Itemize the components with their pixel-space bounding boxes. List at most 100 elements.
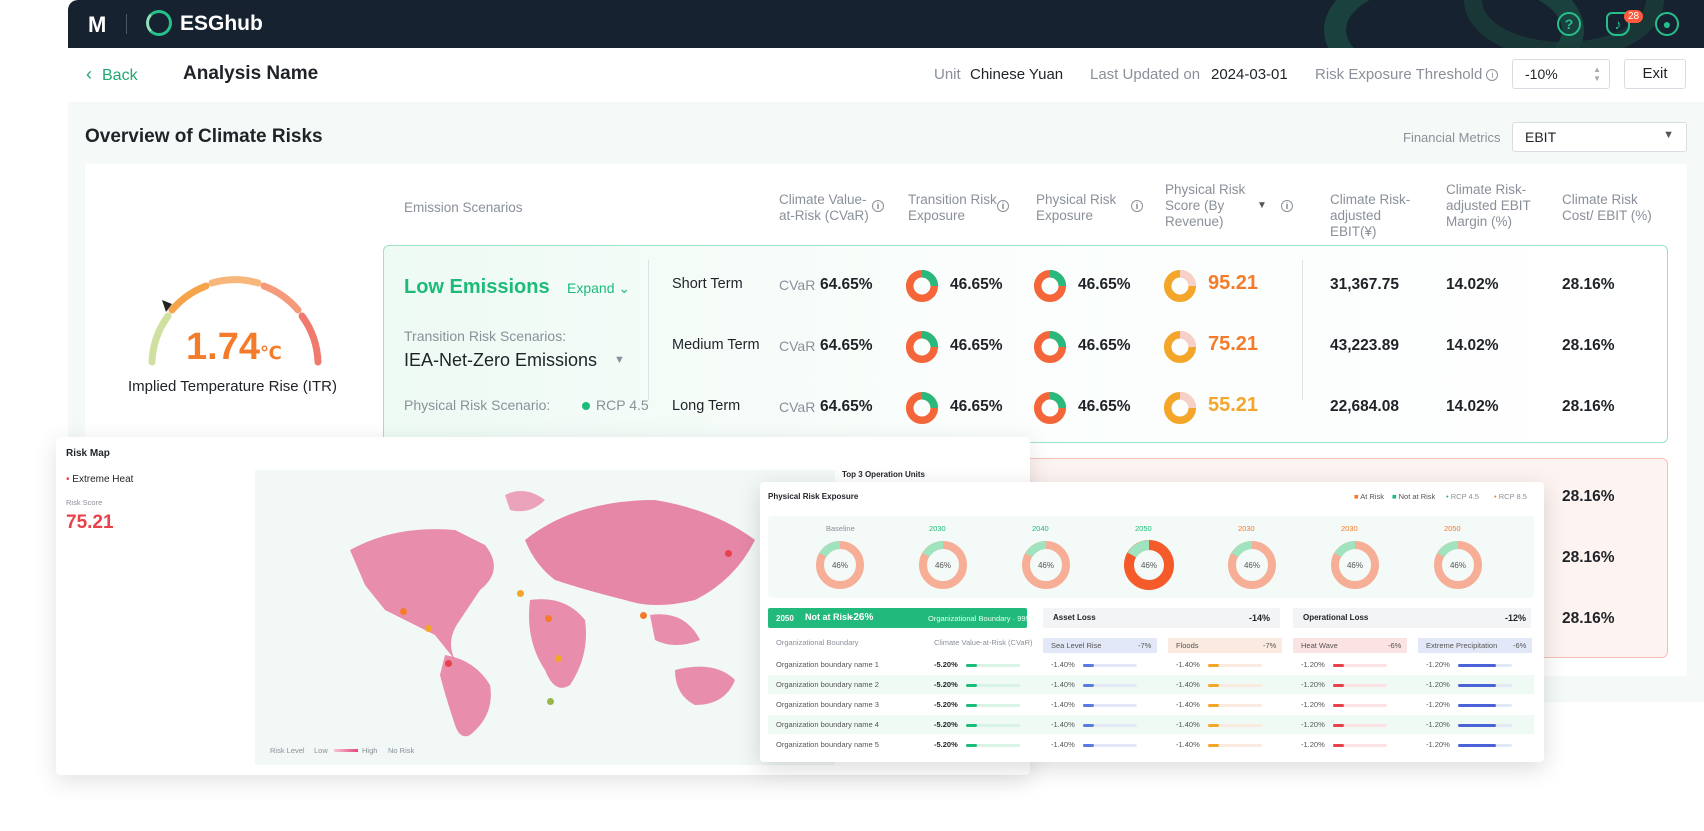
map-pin-icon[interactable] [445, 660, 452, 667]
physical-donut [1033, 391, 1067, 425]
table-row[interactable] [768, 735, 1534, 754]
map-pin-icon[interactable] [425, 625, 432, 632]
expand-button[interactable]: Expand ⌄ [567, 280, 631, 296]
table-row[interactable] [768, 695, 1534, 714]
ebit-value: 31,367.75 [1330, 276, 1399, 293]
donut-label: 2040 [1032, 524, 1049, 533]
donut-value: 46% [832, 561, 848, 570]
margin-value: 14.02% [1446, 398, 1499, 415]
exposure-donut[interactable]: 46% [1432, 539, 1484, 591]
top-nav-bar: M ESGhub ? ♪ ● [68, 0, 1704, 48]
financial-metrics-select[interactable]: EBIT ▼ [1512, 122, 1687, 152]
divider [648, 260, 649, 400]
hazard-value: -6% [1513, 641, 1527, 650]
stepper-arrows-icon[interactable]: ▲ ▼ [1593, 65, 1601, 83]
hazard-bar-fill [1458, 704, 1496, 707]
hazard-cell-value: -1.20% [1426, 740, 1450, 749]
op-loss-value: -12% [1505, 613, 1527, 623]
col-score: Physical Risk Score (By Revenue) [1165, 182, 1246, 229]
hazard-bar-track [1333, 684, 1387, 687]
exposure-donut[interactable]: 46% [1123, 539, 1175, 591]
strip-label: Not at Risk [805, 612, 853, 622]
risk-score-label: Risk Score [66, 498, 103, 507]
physical-value: 46.65% [1078, 398, 1131, 415]
not-at-risk-strip[interactable] [768, 608, 1027, 628]
hazard-value: -6% [1388, 641, 1402, 650]
hazard-bar-fill [1333, 704, 1344, 707]
cvar-bar-fill [966, 684, 977, 687]
exposure-donut[interactable]: 46% [1329, 539, 1381, 591]
hazard-bar-fill [1333, 724, 1344, 727]
help-icon[interactable]: ? [1557, 12, 1581, 36]
threshold-stepper[interactable]: -10% ▲ ▼ [1512, 59, 1610, 89]
score-donut [1163, 391, 1197, 425]
bell-icon[interactable]: ♪ [1606, 12, 1630, 36]
cvar-value: 64.65% [820, 276, 873, 293]
hazard-bar-track [1208, 724, 1262, 727]
table-head-cvar: Climate Value-at-Risk (CVaR) [934, 638, 1033, 647]
hazard-bar-fill [1333, 684, 1344, 687]
map-pin-icon[interactable] [547, 698, 554, 705]
ebit-value: 43,223.89 [1330, 337, 1399, 354]
transition-donut [905, 330, 939, 364]
map-pin-icon[interactable] [555, 655, 562, 662]
exposure-donut[interactable]: 46% [917, 539, 969, 591]
back-button[interactable]: ‹ Back [86, 64, 138, 85]
op-loss-label: Operational Loss [1303, 613, 1369, 622]
cvar-bar-track [966, 684, 1020, 687]
financial-metrics-label: Financial Metrics [1403, 130, 1501, 145]
info-icon[interactable]: i [997, 200, 1009, 212]
hazard-cell-value: -1.20% [1426, 660, 1450, 669]
map-pin-icon[interactable] [640, 612, 647, 619]
col-cvar: Climate Value-at-Risk (CVaR) [779, 192, 869, 223]
metric-value: EBIT [1525, 129, 1557, 145]
company-logo[interactable]: M [88, 12, 106, 37]
info-icon[interactable]: i [872, 200, 884, 212]
legend-at-risk: ■ At Risk [1354, 492, 1384, 501]
strip-boundary: Organizational Boundary · 9999 [928, 614, 1034, 623]
term-label: Medium Term [672, 337, 760, 353]
cost-value: 28.16% [1562, 337, 1615, 354]
world-map[interactable] [255, 470, 835, 765]
hazard-bar-fill [1208, 744, 1219, 747]
cost-value: 28.16% [1562, 610, 1615, 627]
hazard-bar-fill [1458, 664, 1496, 667]
hazard-cell-value: -1.40% [1176, 660, 1200, 669]
hazard-selector[interactable]: • Extreme Heat [66, 474, 134, 485]
info-icon[interactable]: i [1486, 69, 1499, 82]
boundary-name: Organization boundary name 2 [776, 680, 879, 689]
exposure-donut[interactable]: 46% [1226, 539, 1278, 591]
user-icon[interactable]: ● [1655, 12, 1679, 36]
chevron-down-icon: ⌄ [618, 280, 631, 296]
transition-scenario-select[interactable]: IEA-Net-Zero Emissions ▼ [404, 350, 625, 370]
margin-value: 14.02% [1446, 337, 1499, 354]
map-pin-icon[interactable] [517, 590, 524, 597]
legend-rcp45: • RCP 4.5 [1446, 492, 1479, 501]
hazard-bar-fill [1458, 684, 1496, 687]
exposure-donut[interactable]: 46% [814, 539, 866, 591]
col-physical: Physical Risk Exposure [1036, 192, 1117, 223]
exposure-donut[interactable]: 46% [1020, 539, 1072, 591]
hazard-header [1043, 638, 1157, 653]
hazard-bar-fill [1333, 744, 1344, 747]
info-icon[interactable]: i [1281, 200, 1293, 212]
threshold-value: -10% [1525, 66, 1558, 82]
exit-button[interactable]: Exit [1624, 59, 1686, 89]
hazard-cell-value: -1.20% [1426, 680, 1450, 689]
map-pin-icon[interactable] [725, 550, 732, 557]
caret-down-icon[interactable]: ▼ [1257, 200, 1267, 211]
caret-down-icon: ▼ [614, 354, 625, 366]
table-row[interactable] [768, 715, 1534, 734]
map-pin-icon[interactable] [400, 608, 407, 615]
unit-value: Chinese Yuan [970, 66, 1064, 83]
table-row[interactable] [768, 675, 1534, 694]
hazard-cell-value: -1.40% [1176, 700, 1200, 709]
top-units-title: Top 3 Operation Units [842, 470, 925, 479]
map-pin-icon[interactable] [545, 615, 552, 622]
info-icon[interactable]: i [1131, 200, 1143, 212]
table-row[interactable] [768, 655, 1534, 674]
cvar-bar-track [966, 664, 1020, 667]
divider [1302, 260, 1303, 400]
col-emission-scenarios: Emission Scenarios [404, 200, 523, 215]
brand-name[interactable]: ESGhub [180, 12, 263, 35]
